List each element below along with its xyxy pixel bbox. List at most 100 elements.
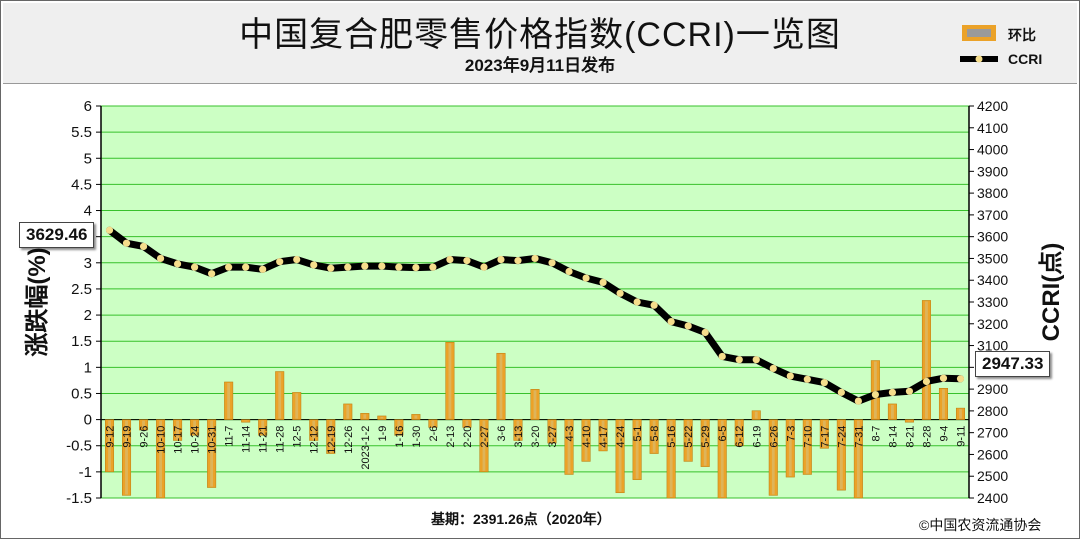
category-label: 11-14 [241, 426, 253, 453]
ccri-point [803, 375, 811, 383]
ccri-point [310, 261, 318, 269]
ccri-point [837, 388, 845, 396]
bar-highlight [533, 390, 537, 419]
category-label: 11-7 [224, 426, 236, 447]
left-tick-label: 2 [84, 307, 92, 324]
category-label: 11-28 [275, 426, 287, 453]
bar-highlight [703, 420, 707, 466]
category-label: 8-21 [904, 426, 916, 448]
bar-highlight [856, 420, 860, 497]
left-tick-label: 0 [84, 412, 92, 429]
ccri-point [650, 301, 658, 309]
category-label: 2-13 [445, 426, 457, 448]
right-tick-label: 2900 [977, 381, 1008, 397]
bar-highlight [925, 301, 928, 419]
legend-item-bar: 环比 [958, 23, 1073, 45]
bar-highlight [414, 415, 418, 419]
category-label: 5-1 [632, 426, 644, 442]
category-label: 7-17 [819, 426, 831, 448]
right-tick-label: 4100 [977, 120, 1008, 136]
ccri-point [888, 388, 897, 396]
category-label: 12-12 [309, 426, 321, 454]
ccri-point [956, 375, 965, 383]
right-tick-label: 4200 [977, 98, 1008, 114]
category-label: 4-24 [615, 426, 627, 448]
left-tick-label: -1 [79, 464, 92, 481]
right-tick-label: 3600 [977, 229, 1008, 245]
ccri-point [531, 254, 539, 263]
ccri-point [208, 270, 216, 278]
left-tick-label: 3 [84, 255, 92, 272]
ccri-point [497, 255, 505, 264]
category-label: 3-20 [530, 426, 542, 448]
bar-highlight [550, 420, 554, 443]
ccri-point [786, 372, 794, 380]
ccri-point [871, 390, 879, 399]
bar-highlight [652, 420, 656, 453]
right-tick-label: 3700 [977, 207, 1008, 223]
category-label: 3-27 [547, 426, 559, 448]
legend-bar-swatch-icon [962, 25, 996, 41]
right-tick-label: 3500 [977, 250, 1008, 266]
ccri-point [259, 265, 267, 273]
bar-highlight [431, 420, 435, 427]
category-label: 9-26 [139, 426, 151, 448]
ccri-point [191, 263, 199, 271]
category-label: 3-13 [513, 426, 525, 448]
right-tick-label: 3100 [977, 338, 1008, 354]
legend: 环比 CCRI [958, 23, 1073, 73]
bar-highlight [942, 389, 945, 419]
ccri-point [412, 263, 420, 272]
left-tick-label: 2.5 [71, 281, 92, 298]
category-label: 2-6 [428, 426, 440, 442]
category-label: 5-29 [700, 426, 712, 448]
category-label: 6-12 [734, 426, 746, 448]
bar-highlight [737, 420, 741, 445]
category-label: 2023-1-2 [360, 426, 372, 470]
ccri-point [514, 257, 522, 265]
left-tick-label: 1.5 [71, 333, 92, 350]
bar-highlight [227, 382, 231, 419]
bar-highlight [959, 409, 962, 419]
category-label: 10-31 [207, 426, 219, 454]
bar-highlight [771, 420, 775, 495]
ccri-point [616, 289, 624, 297]
ccri-point [565, 267, 573, 276]
right-tick-label: 2400 [977, 490, 1008, 506]
bar-highlight [805, 420, 809, 474]
bar-highlight [448, 343, 452, 419]
legend-line-label: CCRI [1008, 51, 1043, 67]
last-value-callout: 2947.33 [975, 351, 1051, 377]
bar-highlight [176, 420, 180, 440]
bar-highlight [618, 420, 622, 492]
bar-highlight [822, 420, 826, 448]
ccri-point [701, 328, 709, 337]
bar-highlight [108, 420, 111, 471]
category-label: 12-26 [343, 426, 355, 454]
left-axis-title: 涨跌幅(%) [24, 247, 51, 356]
first-value-callout: 3629.46 [19, 222, 95, 248]
ccri-point [344, 263, 352, 271]
ccri-point [633, 298, 641, 306]
bar-highlight [720, 420, 724, 497]
ccri-point [667, 318, 675, 326]
right-tick-label: 2700 [977, 425, 1008, 441]
ccri-point [361, 262, 369, 270]
ccri-point [463, 257, 471, 265]
bar-highlight [516, 420, 520, 440]
ccri-point [242, 263, 250, 271]
category-label: 7-10 [802, 426, 814, 448]
bar-highlight [210, 420, 214, 487]
category-label: 12-19 [326, 426, 338, 454]
ccri-point [548, 259, 556, 267]
category-label: 9-19 [122, 426, 134, 448]
category-label: 5-22 [683, 426, 695, 448]
category-label: 10-17 [173, 426, 185, 454]
bar-highlight [873, 361, 877, 419]
bar-highlight [584, 420, 588, 461]
category-label: 6-26 [768, 426, 780, 448]
category-label: 2-27 [479, 426, 491, 448]
category-label: 10-24 [190, 426, 202, 454]
